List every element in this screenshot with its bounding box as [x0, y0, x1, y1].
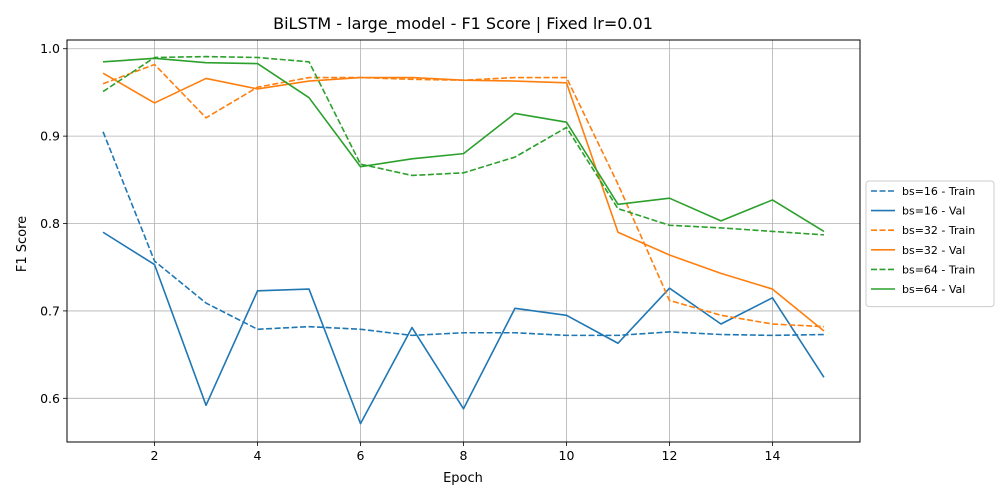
y-tick-label: 0.8 — [40, 216, 60, 231]
series-line-bs-64-val — [102, 57, 825, 233]
x-tick-label: 10 — [559, 448, 575, 463]
legend-box — [865, 180, 995, 308]
legend-entry-label: bs=16 - Val — [902, 205, 965, 218]
y-tick-label: 0.6 — [40, 391, 60, 406]
series-line-bs-64-train — [102, 55, 825, 236]
axis-ticks: 2 4 6 8 10 12 14 0.6 0.7 0.8 0.9 1.0 — [40, 41, 780, 463]
x-tick-label: 2 — [151, 448, 159, 463]
series-line-bs-32-val — [102, 72, 825, 332]
series-line-bs-16-train — [102, 131, 824, 337]
grid-lines — [67, 40, 860, 442]
y-tick-label: 0.9 — [40, 129, 60, 144]
x-tick-label: 14 — [765, 448, 781, 463]
y-tick-label: 0.7 — [40, 303, 60, 318]
legend-entry-label: bs=32 - Val — [902, 244, 965, 257]
legend-entry-label: bs=16 - Train — [902, 185, 975, 198]
legend-entry-label: bs=64 - Train — [902, 263, 975, 276]
x-tick-label: 4 — [254, 448, 262, 463]
legend: bs=16 - Train bs=16 - Val bs=32 - Train bs=… — [865, 180, 995, 308]
series-lines — [102, 55, 825, 425]
legend-entry-label: bs=64 - Val — [902, 283, 965, 296]
x-axis-label: Epoch — [443, 471, 483, 486]
series-line-bs-16-val — [102, 231, 825, 425]
y-tick-label: 1.0 — [40, 41, 60, 56]
x-tick-label: 6 — [357, 448, 365, 463]
x-tick-label: 8 — [460, 448, 468, 463]
chart-title: BiLSTM - large_model - F1 Score | Fixed … — [273, 14, 653, 34]
x-tick-label: 12 — [662, 448, 678, 463]
legend-entry-label: bs=32 - Train — [902, 224, 975, 237]
y-axis-label: F1 Score — [15, 216, 30, 272]
